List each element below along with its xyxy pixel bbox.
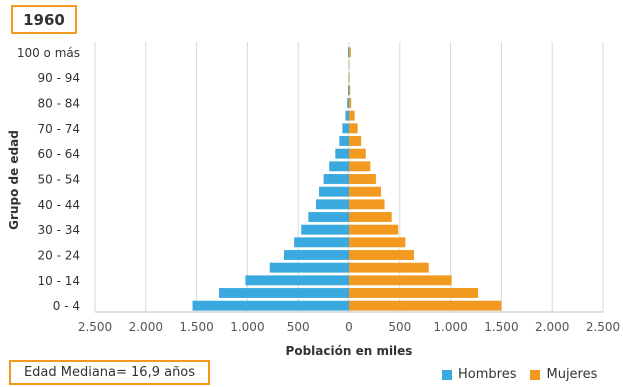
bar-hombres — [319, 186, 349, 197]
bar-mujeres — [349, 212, 392, 222]
x-tick-label: 1.000 — [230, 320, 264, 334]
bar-mujeres — [349, 85, 351, 96]
x-tick-label: 1.000 — [433, 320, 467, 334]
y-tick-label: 100 o más — [17, 46, 80, 60]
y-tick-label: 40 - 44 — [38, 198, 81, 212]
bar-hombres — [301, 224, 349, 235]
y-tick-label: 20 - 24 — [38, 249, 81, 263]
bar-hombres — [347, 47, 349, 58]
bar-hombres — [245, 275, 349, 286]
bar-hombres — [339, 136, 349, 146]
bar-hombres — [347, 98, 349, 108]
bar-mujeres — [349, 186, 382, 197]
legend-label-mujeres: Mujeres — [546, 367, 598, 382]
bar-hombres — [269, 262, 349, 273]
bar-hombres — [329, 161, 349, 172]
x-tick-label: 1.500 — [484, 320, 518, 334]
bar-mujeres — [349, 250, 415, 260]
x-tick-label: 2.500 — [78, 320, 112, 334]
y-tick-label: 0 - 4 — [53, 299, 80, 313]
x-tick-label: 500 — [287, 320, 310, 334]
bar-mujeres — [349, 288, 479, 298]
bar-mujeres — [349, 174, 376, 184]
bar-mujeres — [349, 72, 350, 83]
x-tick-label: 2.000 — [129, 320, 163, 334]
bar-mujeres — [349, 262, 429, 273]
y-tick-label: 50 - 54 — [38, 173, 81, 187]
legend-swatch-hombres — [442, 369, 452, 380]
legend-swatch-mujeres — [530, 369, 541, 380]
x-tick-label: 2.500 — [586, 320, 620, 334]
bar-hombres — [294, 237, 349, 248]
bar-mujeres — [349, 237, 406, 248]
bar-mujeres — [349, 275, 452, 286]
year-label: 1960 — [23, 10, 65, 29]
bar-mujeres — [349, 136, 362, 146]
bar-mujeres — [349, 47, 351, 58]
x-axis-title: Población en miles — [285, 344, 413, 358]
legend-item-mujeres: Mujeres — [530, 367, 597, 382]
legend-label-hombres: Hombres — [458, 367, 517, 382]
bar-hombres — [283, 250, 349, 260]
y-tick-label: 80 - 84 — [38, 97, 81, 111]
y-tick-label: 30 - 34 — [38, 223, 81, 237]
bar-hombres — [308, 212, 349, 222]
bar-mujeres — [349, 300, 502, 311]
y-tick-label: 10 - 14 — [38, 274, 81, 288]
bar-mujeres — [349, 224, 399, 235]
bar-mujeres — [349, 199, 385, 210]
bar-mujeres — [349, 161, 371, 172]
bar-hombres — [192, 300, 349, 311]
x-tick-label: 1.500 — [179, 320, 213, 334]
bar-hombres — [315, 199, 349, 210]
bar-hombres — [323, 174, 349, 184]
bar-mujeres — [349, 123, 358, 134]
year-label-box: 1960 — [11, 5, 77, 34]
bar-hombres — [218, 288, 349, 298]
bar-mujeres — [349, 98, 352, 108]
y-tick-label: 60 - 64 — [38, 147, 81, 161]
y-tick-label: 90 - 94 — [38, 71, 81, 85]
median-age-label: Edad Mediana= 16,9 años — [23, 365, 196, 380]
bar-hombres — [348, 72, 349, 83]
bar-hombres — [347, 85, 349, 96]
bar-hombres — [342, 123, 349, 134]
legend-item-hombres: Hombres — [442, 367, 516, 382]
y-tick-label: 70 - 74 — [38, 122, 81, 136]
bar-hombres — [335, 148, 349, 159]
legend: Hombres Mujeres — [442, 367, 611, 382]
x-tick-label: 2.000 — [535, 320, 569, 334]
bar-mujeres — [349, 148, 366, 159]
median-age-box: Edad Mediana= 16,9 años — [9, 360, 210, 385]
x-tick-label: 0 — [345, 320, 353, 334]
x-tick-label: 500 — [388, 320, 411, 334]
bar-mujeres — [349, 110, 355, 121]
bar-hombres — [345, 110, 349, 121]
y-axis-title: Grupo de edad — [7, 130, 21, 230]
